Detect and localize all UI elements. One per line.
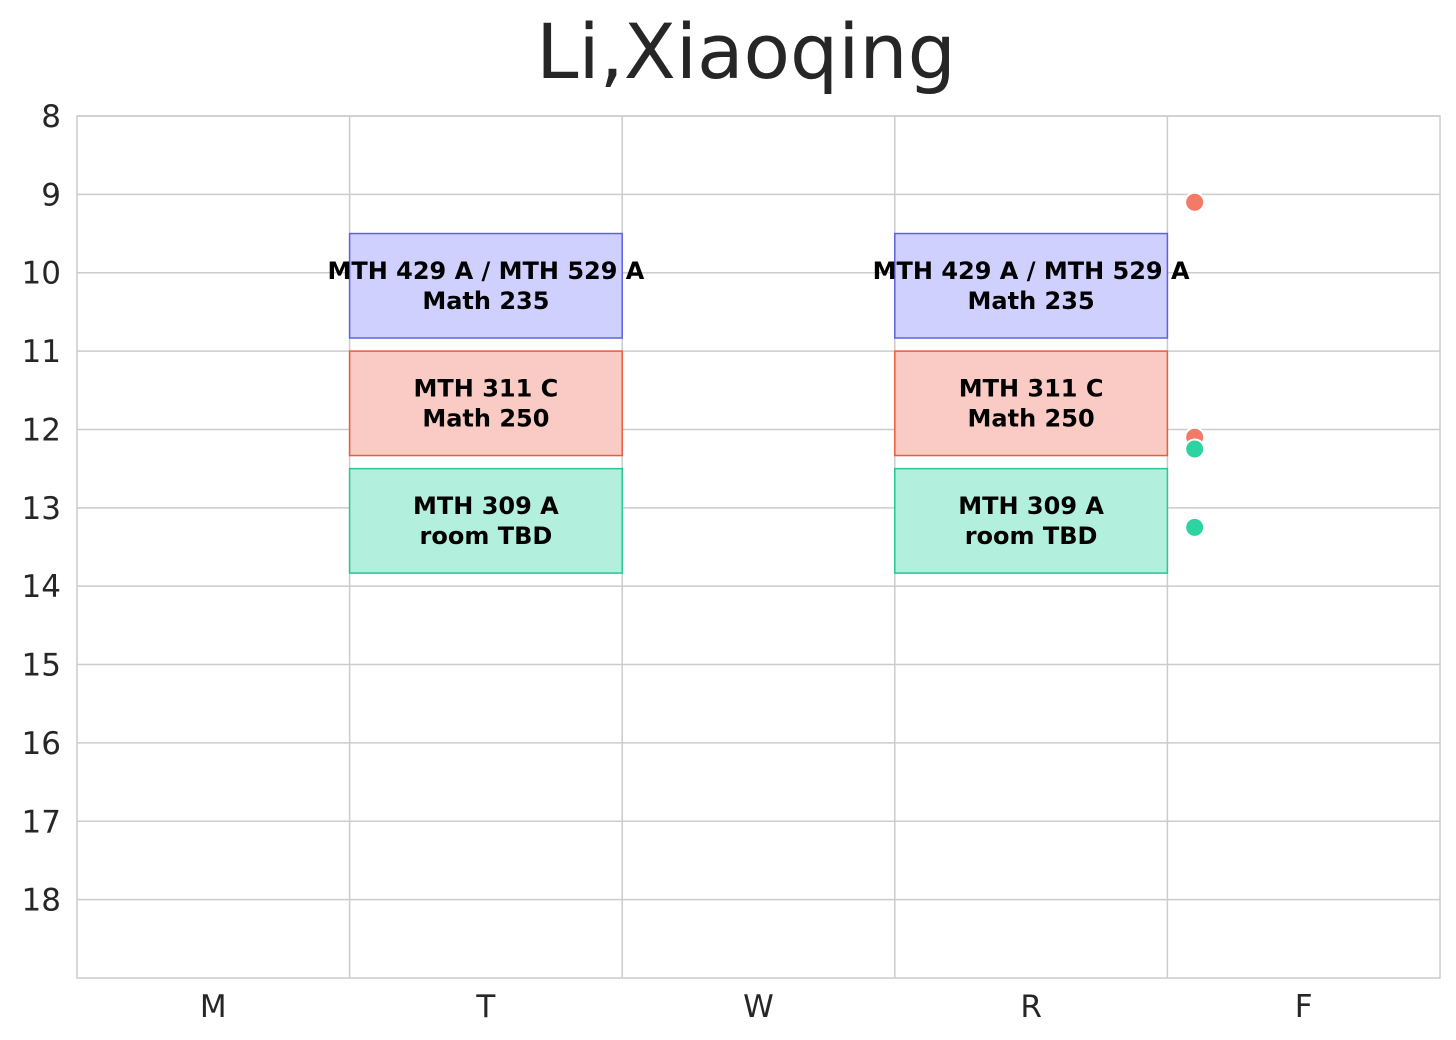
y-tick-label: 11: [22, 334, 61, 370]
y-tick-label: 10: [22, 256, 61, 292]
class-block-course: MTH 309 A: [958, 492, 1104, 520]
class-block-room: Math 250: [422, 404, 549, 432]
y-tick-label: 15: [22, 648, 61, 684]
x-tick-label: M: [200, 989, 227, 1025]
y-tick-label: 16: [22, 726, 61, 762]
y-tick-labels: 8 9 10 11 12 13 14 15 16 17 18: [22, 99, 61, 919]
class-block-rect: [894, 467, 1169, 574]
class-block-room: Math 235: [422, 287, 549, 315]
class-block-rect: [348, 350, 623, 457]
y-tick-label: 9: [41, 177, 61, 213]
class-block-rect: [894, 232, 1169, 339]
marker-point: [1184, 516, 1206, 538]
marker-point: [1184, 191, 1206, 213]
class-block-room: Math 235: [968, 287, 1095, 315]
class-block-course: MTH 311 C: [959, 374, 1104, 402]
y-tick-label: 8: [41, 99, 61, 135]
plot-frame: [76, 115, 1441, 979]
x-tick-label: F: [1295, 989, 1313, 1025]
class-block-course: MTH 311 C: [414, 374, 559, 402]
grid-lines: [77, 115, 1440, 978]
class-block-rect: [348, 467, 623, 574]
class-block-course: MTH 309 A: [413, 492, 559, 520]
x-tick-label: R: [1020, 989, 1042, 1025]
class-block-course: MTH 429 A / MTH 529 A: [873, 257, 1190, 285]
y-tick-label: 13: [22, 491, 61, 527]
class-block-rect: [894, 350, 1169, 457]
x-tick-label: W: [743, 989, 774, 1025]
y-tick-label: 17: [22, 804, 61, 840]
class-block-room: Math 250: [968, 404, 1095, 432]
class-block-room: room TBD: [965, 522, 1098, 550]
y-tick-label: 18: [22, 883, 61, 919]
marker-point: [1184, 438, 1206, 460]
chart-title: Li,Xiaoqing: [536, 7, 956, 96]
y-tick-label: 14: [22, 569, 61, 605]
markers: [1184, 191, 1206, 538]
class-block-course: MTH 429 A / MTH 529 A: [327, 257, 644, 285]
x-tick-label: T: [475, 989, 496, 1025]
class-block-rect: [348, 232, 623, 339]
class-block-room: room TBD: [420, 522, 553, 550]
y-tick-label: 12: [22, 412, 61, 448]
